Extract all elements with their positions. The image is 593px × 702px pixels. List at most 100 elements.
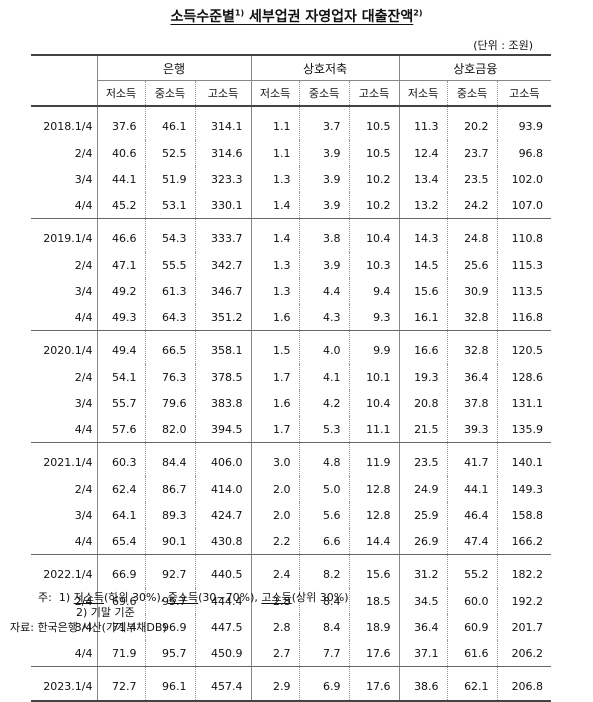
value-cell: 4.3 (298, 304, 350, 331)
title-footnote-mark: 2) (413, 8, 423, 18)
subheader-low-income: 저소득 (398, 80, 448, 107)
table-row: 4/4 71.9 95.7 450.9 2.7 7.7 17.6 37.1 61.6 206.2 (31, 640, 552, 667)
value-cell: 31.2 (398, 554, 448, 588)
subheader-high-income: 고소득 (194, 80, 252, 107)
value-cell: 378.5 (194, 364, 252, 390)
value-cell: 2.8 (250, 588, 300, 614)
source-note: 자료: 한국은행 시산(가계부채DB) (10, 621, 167, 634)
value-cell: 44.1 (446, 476, 498, 502)
table-row: 4/4 65.4 90.1 430.8 2.2 6.6 14.4 26.9 47.4 166.2 (31, 528, 552, 555)
subheader-mid-income: 중소득 (144, 80, 195, 107)
value-cell: 113.5 (496, 278, 552, 304)
value-cell: 60.0 (446, 588, 498, 614)
value-cell: 358.1 (194, 330, 252, 364)
value-cell: 3.9 (298, 140, 350, 166)
value-cell: 37.8 (446, 390, 498, 416)
value-cell: 62.4 (96, 476, 145, 502)
table-row: 4/4 57.6 82.0 394.5 1.7 5.3 11.1 21.5 39.3 135.9 (31, 416, 552, 443)
value-cell: 3.0 (250, 442, 300, 476)
value-cell: 7.7 (298, 640, 350, 667)
value-cell: 37.6 (96, 106, 145, 140)
value-cell: 4.8 (298, 442, 350, 476)
value-cell: 1.6 (250, 390, 300, 416)
subheader-mid-income: 중소득 (446, 80, 498, 107)
value-cell: 20.2 (446, 106, 498, 140)
value-cell: 323.3 (194, 166, 252, 192)
value-cell: 71.4 (96, 614, 145, 640)
value-cell: 1.7 (250, 364, 300, 390)
value-cell: 49.3 (96, 304, 145, 331)
value-cell: 23.5 (398, 442, 448, 476)
value-cell: 128.6 (496, 364, 552, 390)
period-cell: 2023.1/4 (31, 666, 97, 702)
period-cell: 4/4 (31, 640, 97, 667)
table-row: 2021.1/4 60.3 84.4 406.0 3.0 4.8 11.9 23.5 41.7 1… (31, 442, 552, 476)
value-cell: 32.8 (446, 304, 498, 331)
value-cell: 158.8 (496, 502, 552, 528)
value-cell: 30.9 (446, 278, 498, 304)
value-cell: 61.6 (446, 640, 498, 667)
period-cell: 3/4 (74, 172, 93, 186)
value-cell: 21.5 (398, 416, 448, 443)
period-cell: 4/4 (31, 416, 97, 443)
subheader-row: 저소득 중소득 고소득 저소득 중소득 고소득 저소득 중소득 고소득 (31, 80, 552, 107)
value-cell: 4.4 (298, 278, 350, 304)
document-page: 소득수준별1) 세부업권 자영업자 대출잔액2) (단위 : 조원) 은행 상호… (10, 8, 552, 702)
value-cell: 95.7 (144, 588, 195, 614)
period-cell: 4/4 (31, 192, 97, 219)
value-cell: 14.5 (398, 252, 448, 278)
value-cell: 4.0 (298, 330, 350, 364)
value-cell: 95.7 (144, 640, 195, 667)
value-cell: 12.8 (348, 476, 400, 502)
value-cell: 201.7 (496, 614, 552, 640)
value-cell: 2.8 (250, 614, 300, 640)
value-cell: 93.9 (496, 106, 552, 140)
value-cell: 18.5 (348, 588, 400, 614)
period-cell: 2/4 (74, 258, 93, 272)
group-header-savings: 상호저축 (250, 54, 400, 81)
value-cell: 38.6 (398, 666, 448, 702)
value-cell: 52.5 (144, 140, 195, 166)
value-cell: 330.1 (194, 192, 252, 219)
group-header-row: 은행 상호저축 상호금융 (31, 54, 552, 107)
value-cell: 13.2 (398, 192, 448, 219)
value-cell: 351.2 (194, 304, 252, 331)
value-cell: 69.6 (96, 588, 145, 614)
value-cell: 1.3 (250, 278, 300, 304)
value-cell: 66.5 (144, 330, 195, 364)
value-cell: 1.5 (250, 330, 300, 364)
value-cell: 96.1 (144, 666, 195, 702)
value-cell: 51.9 (144, 166, 195, 192)
value-cell: 20.8 (398, 390, 448, 416)
value-cell: 430.8 (194, 528, 252, 555)
value-cell: 110.8 (496, 218, 552, 252)
value-cell: 314.1 (194, 106, 252, 140)
subheader-high-income: 고소득 (496, 80, 552, 107)
value-cell: 1.1 (250, 140, 300, 166)
table-row: 2/4 54.1 76.3 378.5 1.7 4.1 10.1 19.3 36.4 128.6 (31, 364, 552, 390)
value-cell: 96.8 (496, 140, 552, 166)
period-cell: 3/4 (74, 284, 93, 298)
period-cell: 4/4 (31, 528, 97, 555)
group-header-bank: 은행 (96, 54, 252, 81)
value-cell: 23.5 (446, 166, 498, 192)
value-cell: 89.3 (144, 502, 195, 528)
value-cell: 96.9 (144, 614, 195, 640)
value-cell: 9.3 (348, 304, 400, 331)
value-cell: 8.2 (298, 554, 350, 588)
value-cell: 10.3 (348, 252, 400, 278)
table-row: 3/4 44.1 51.9 323.3 1.3 3.9 10.2 13.4 23.5 102.0 (31, 166, 552, 192)
value-cell: 8.4 (298, 588, 350, 614)
footnote-2: 2) 기말 기준 (76, 606, 135, 619)
value-cell: 394.5 (194, 416, 252, 443)
value-cell: 131.1 (496, 390, 552, 416)
value-cell: 86.7 (144, 476, 195, 502)
value-cell: 24.8 (446, 218, 498, 252)
value-cell: 72.7 (96, 666, 145, 702)
table-row: 2019.1/4 46.6 54.3 333.7 1.4 3.8 10.4 14.3 24.8 1… (31, 218, 552, 252)
value-cell: 10.2 (348, 192, 400, 219)
value-cell: 1.3 (250, 252, 300, 278)
subheader-mid-income: 중소득 (298, 80, 350, 107)
value-cell: 135.9 (496, 416, 552, 443)
value-cell: 447.5 (194, 614, 252, 640)
